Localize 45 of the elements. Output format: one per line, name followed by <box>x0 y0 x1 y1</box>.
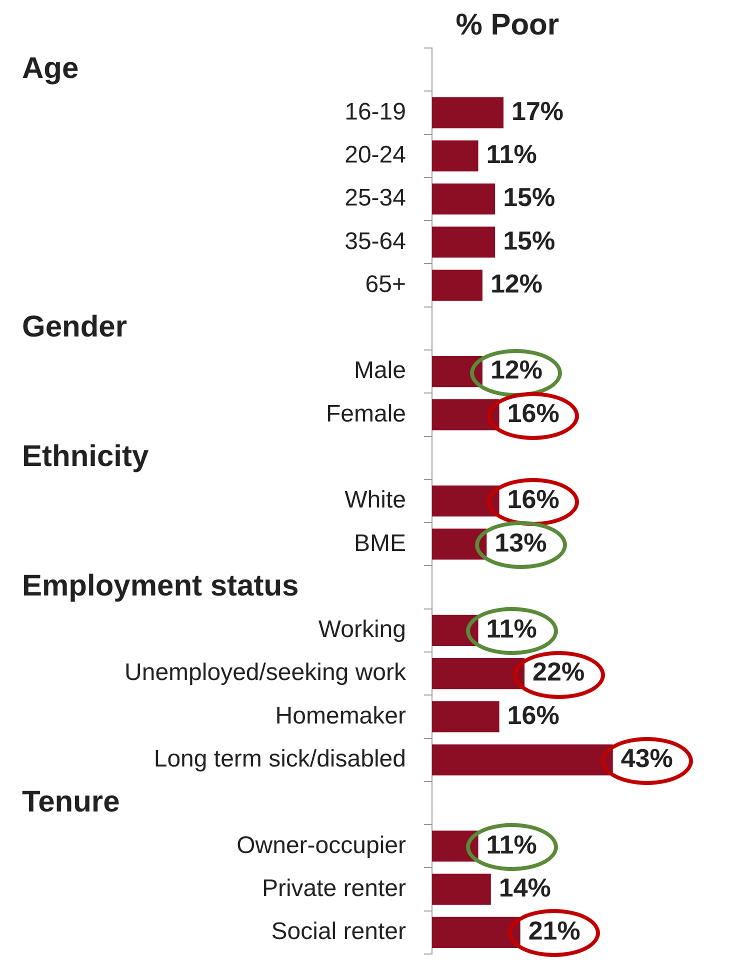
bar <box>432 183 496 215</box>
bar <box>432 97 504 128</box>
y-tick-label: Long term sick/disabled <box>154 745 406 772</box>
data-label: 15% <box>503 182 556 212</box>
data-label: 11% <box>486 139 537 170</box>
data-label: 16% <box>507 700 560 730</box>
data-label: 16% <box>507 398 560 428</box>
y-tick-label: 16-19 <box>344 98 406 126</box>
data-label: 43% <box>620 743 673 774</box>
data-label: 12% <box>490 268 543 298</box>
bar <box>432 226 496 258</box>
bar <box>432 140 478 172</box>
y-tick-label: Male <box>354 357 406 384</box>
data-label: 11% <box>486 829 537 860</box>
data-label: 14% <box>498 872 551 902</box>
y-tick-label: 20-24 <box>344 141 406 168</box>
chart-title: % Poor <box>456 8 560 42</box>
text: Tenure <box>22 785 120 818</box>
y-tick-label: Homemaker <box>275 702 406 730</box>
text: Employment status <box>22 570 299 603</box>
bar <box>432 701 500 732</box>
data-label: 17% <box>512 96 564 126</box>
y-tick-label: Owner-occupier <box>236 832 406 859</box>
y-tick-label: Unemployed/seeking work <box>124 659 407 686</box>
y-tick-label: BME <box>354 530 406 557</box>
bar <box>432 874 491 905</box>
y-tick-label: Working <box>318 616 406 644</box>
y-tick-label: Private renter <box>262 874 406 902</box>
text: Gender <box>22 310 128 344</box>
y-tick-label: 35-64 <box>344 228 406 255</box>
y-tick-label: White <box>344 486 406 514</box>
y-tick-label: 65+ <box>365 270 406 298</box>
text: Ethnicity <box>22 440 149 474</box>
data-label: 22% <box>532 656 585 687</box>
y-tick-label: Female <box>326 400 406 428</box>
data-label: 11% <box>486 614 537 644</box>
data-label: 13% <box>494 527 547 558</box>
text: Age <box>22 52 79 85</box>
data-label: 16% <box>507 484 560 514</box>
y-tick-label: Social renter <box>271 918 406 946</box>
data-label: 15% <box>503 225 556 256</box>
data-label: 12% <box>490 354 543 385</box>
data-label: 21% <box>528 916 580 946</box>
y-tick-label: 25-34 <box>344 184 406 212</box>
bar <box>432 270 482 301</box>
